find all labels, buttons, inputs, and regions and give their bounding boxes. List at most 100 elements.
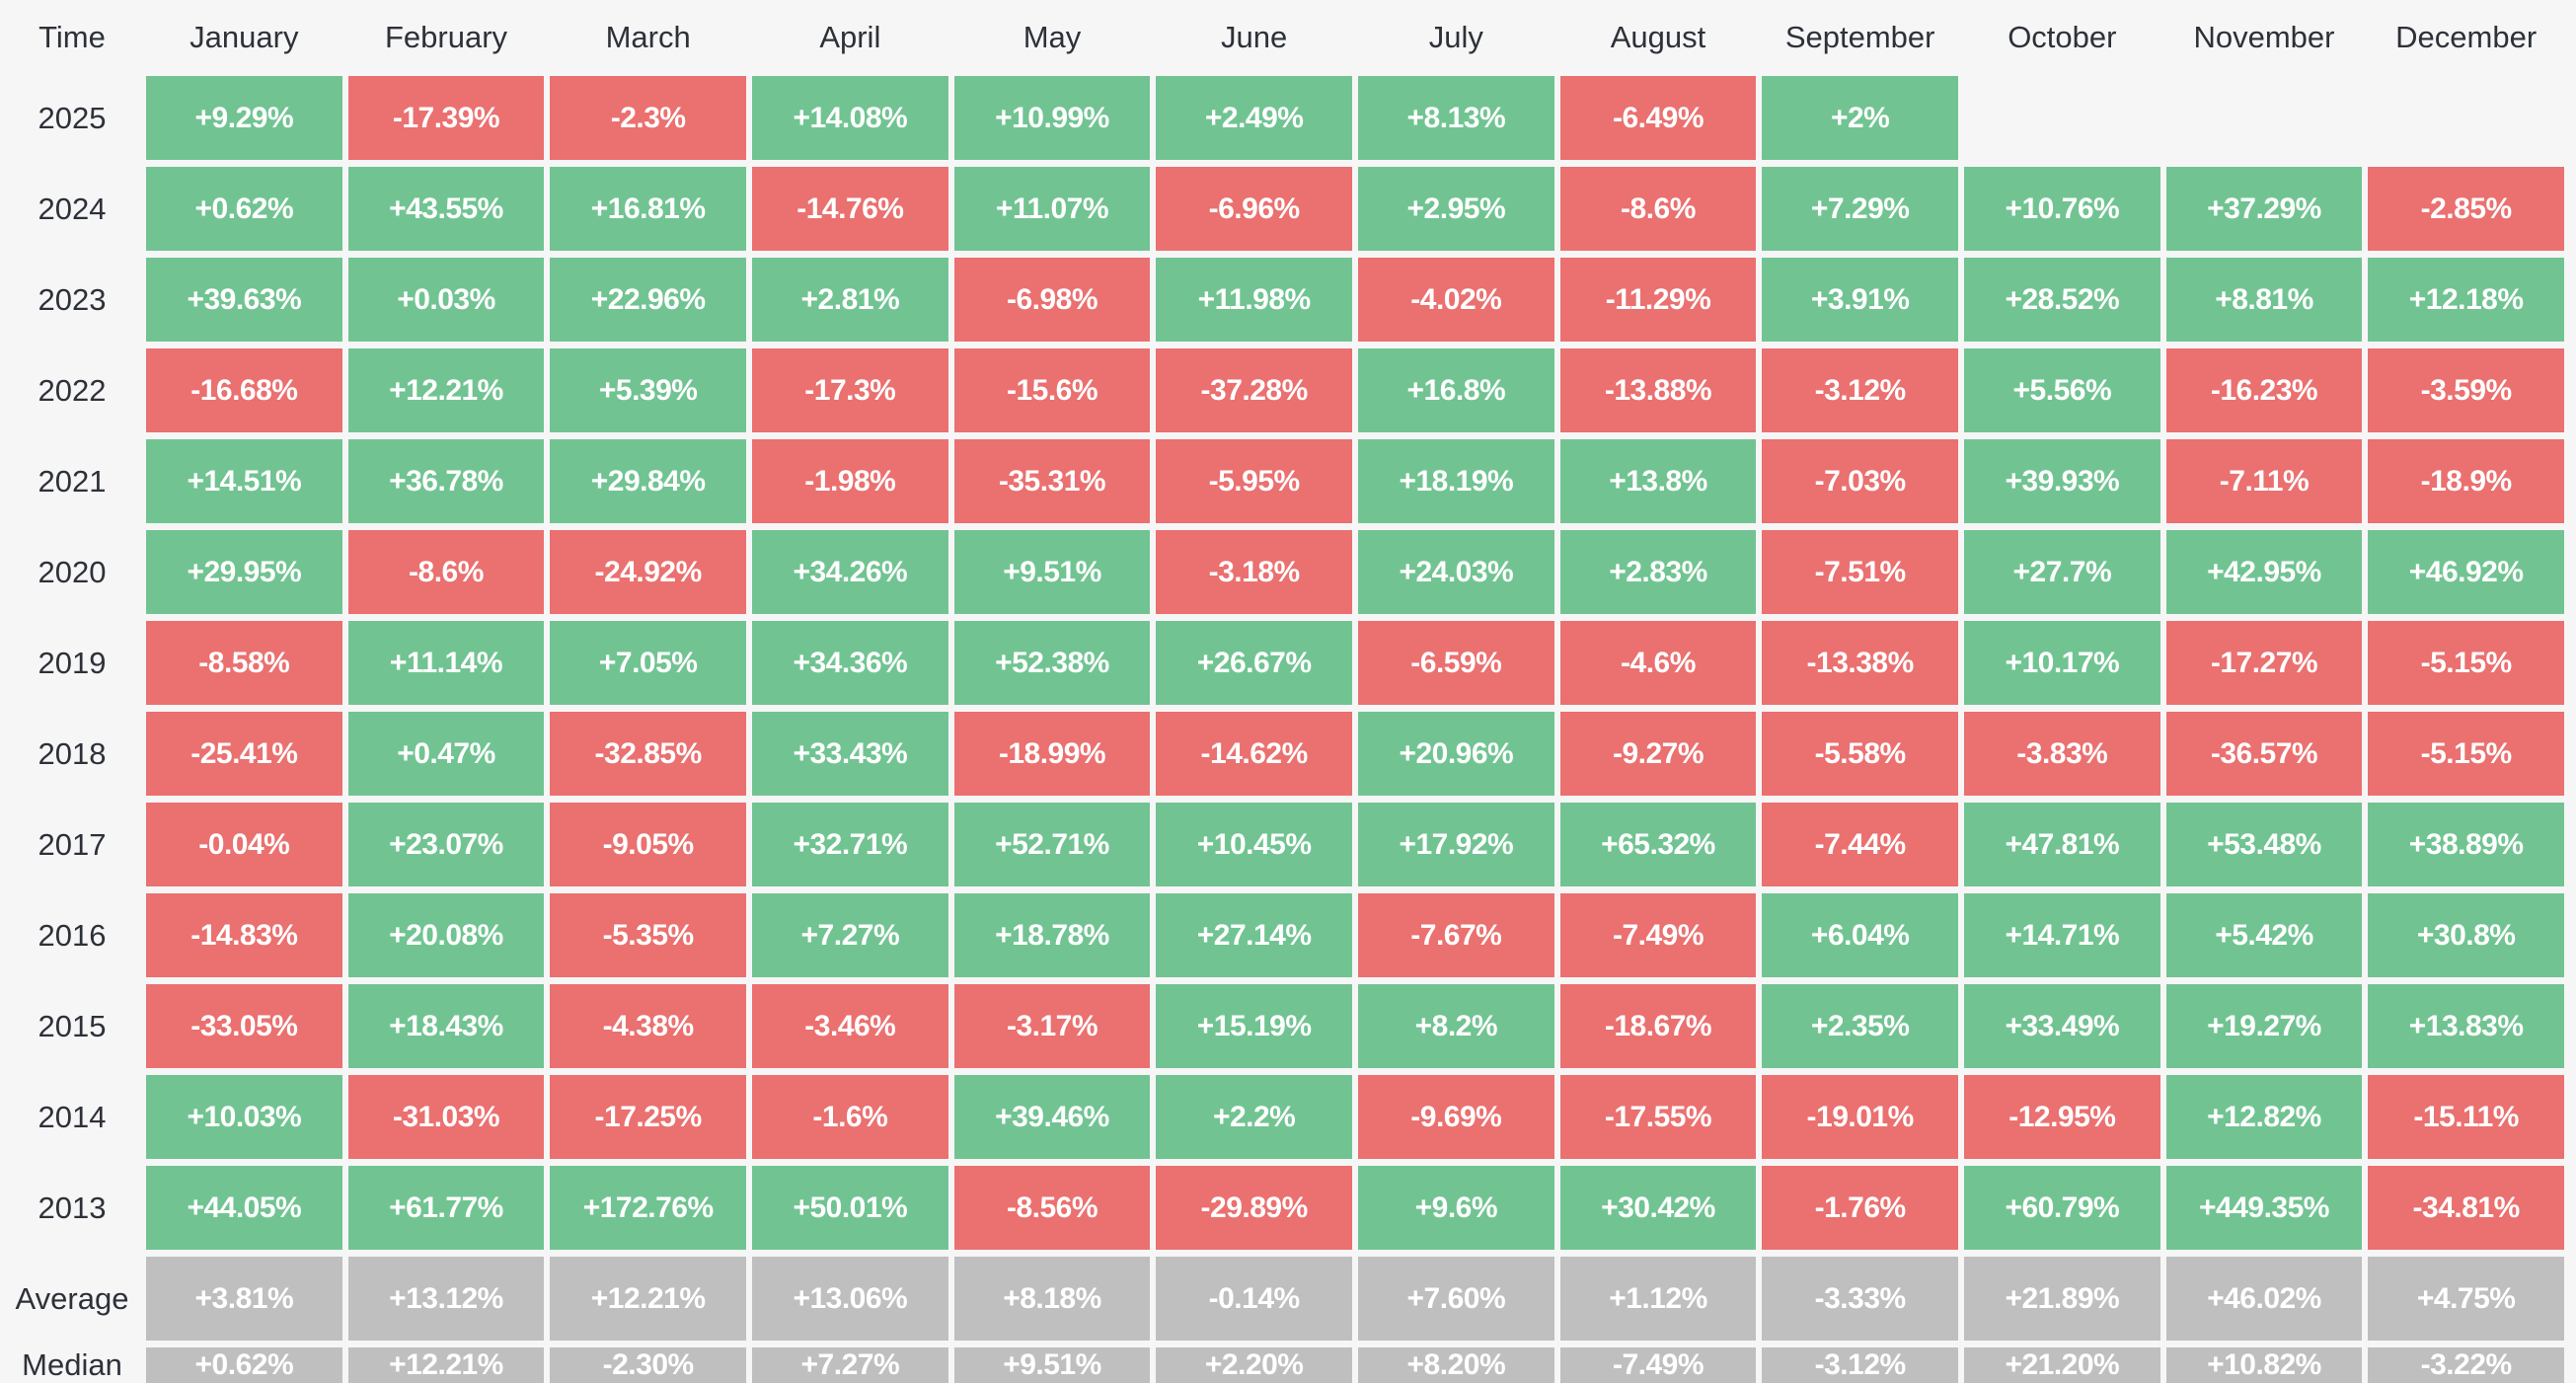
cell-2022-june: -37.28% [1156,348,1352,432]
row-label-2013: 2013 [38,1190,107,1225]
cell-2016-january: -14.83% [146,893,342,977]
cell-median-february: +12.21% [347,1347,545,1383]
cell-2015-march: -4.38% [550,984,746,1068]
cell-2024-january: +0.62% [146,167,342,251]
cell-2013-march: +172.76% [550,1166,746,1250]
cell-average-november: +46.02% [2165,1257,2363,1341]
cell-2017-july: +17.92% [1358,803,1554,886]
cell-2023-august: -11.29% [1559,258,1757,342]
cell-2018-july: +20.96% [1358,712,1554,796]
row-label-2015: 2015 [38,1008,107,1043]
cell-2013-january: +44.05% [146,1166,342,1250]
cell-2022-april: -17.3% [752,348,948,432]
cell-2020-july: +24.03% [1358,530,1554,614]
cell-2015-december: +13.83% [2368,984,2564,1068]
cell-2014-november: +12.82% [2165,1075,2363,1159]
cell-2022-february: +12.21% [347,348,545,432]
cell-2022-july: +16.8% [1358,348,1554,432]
column-header-july: July [1428,20,1483,54]
cell-2016-february: +20.08% [347,893,545,977]
cell-2013-june: -29.89% [1156,1166,1352,1250]
cell-2022-august: -13.88% [1559,348,1757,432]
cell-2019-december: -5.15% [2368,621,2564,705]
cell-2013-february: +61.77% [347,1166,545,1250]
cell-2014-march: -17.25% [550,1075,746,1159]
cell-2024-july: +2.95% [1358,167,1554,251]
cell-2021-september: -7.03% [1762,439,1958,523]
cell-2017-april: +32.71% [752,803,948,886]
cell-2025-february: -17.39% [347,76,545,160]
cell-2019-march: +7.05% [550,621,746,705]
cell-2024-may: +11.07% [953,167,1151,251]
cell-2014-april: -1.6% [752,1075,948,1159]
cell-2022-march: +5.39% [550,348,746,432]
cell-2016-november: +5.42% [2165,893,2363,977]
cell-2021-august: +13.8% [1559,439,1757,523]
cell-2019-may: +52.38% [953,621,1151,705]
cell-2024-march: +16.81% [550,167,746,251]
cell-2018-january: -25.41% [146,712,342,796]
cell-2023-october: +28.52% [1964,258,2160,342]
cell-2025-august: -6.49% [1559,76,1757,160]
cell-2018-december: -5.15% [2368,712,2564,796]
cell-2014-august: -17.55% [1559,1075,1757,1159]
cell-2016-december: +30.8% [2368,893,2564,977]
cell-2019-january: -8.58% [146,621,342,705]
cell-2017-may: +52.71% [953,803,1151,886]
cell-2018-august: -9.27% [1559,712,1757,796]
row-label-2019: 2019 [38,645,107,680]
cell-2019-april: +34.36% [752,621,948,705]
column-header-march: March [605,20,691,54]
cell-2020-december: +46.92% [2368,530,2564,614]
cell-median-august: -7.49% [1559,1347,1757,1383]
cell-2021-july: +18.19% [1358,439,1554,523]
cell-2020-march: -24.92% [550,530,746,614]
cell-2013-may: -8.56% [953,1166,1151,1250]
column-header-june: June [1221,20,1288,54]
cell-2016-september: +6.04% [1762,893,1958,977]
cell-average-february: +13.12% [347,1257,545,1341]
cell-2014-june: +2.2% [1156,1075,1352,1159]
cell-2023-may: -6.98% [953,258,1151,342]
cell-average-june: -0.14% [1156,1257,1352,1341]
row-label-2025: 2025 [38,100,107,135]
cell-2021-february: +36.78% [347,439,545,523]
cell-2022-december: -3.59% [2368,348,2564,432]
column-header-time: Time [38,20,106,54]
cell-2015-september: +2.35% [1762,984,1958,1068]
cell-2023-april: +2.81% [752,258,948,342]
cell-2014-january: +10.03% [146,1075,342,1159]
cell-2018-april: +33.43% [752,712,948,796]
cell-median-june: +2.20% [1156,1347,1352,1383]
cell-2024-february: +43.55% [347,167,545,251]
cell-2015-may: -3.17% [953,984,1151,1068]
cell-2021-december: -18.9% [2368,439,2564,523]
cell-average-october: +21.89% [1964,1257,2160,1341]
row-label-2020: 2020 [38,554,107,589]
cell-2018-may: -18.99% [953,712,1151,796]
cell-2018-september: -5.58% [1762,712,1958,796]
row-label-2017: 2017 [38,826,107,862]
cell-2022-may: -15.6% [953,348,1151,432]
row-label-2024: 2024 [38,191,107,226]
cell-2018-october: -3.83% [1964,712,2160,796]
cell-2014-may: +39.46% [953,1075,1151,1159]
cell-2023-december: +12.18% [2368,258,2564,342]
column-header-december: December [2395,20,2538,54]
cell-2015-november: +19.27% [2165,984,2363,1068]
cell-2020-january: +29.95% [146,530,342,614]
cell-2017-october: +47.81% [1964,803,2160,886]
cell-2024-april: -14.76% [752,167,948,251]
cell-2020-august: +2.83% [1559,530,1757,614]
cell-2020-september: -7.51% [1762,530,1958,614]
cell-2019-august: -4.6% [1559,621,1757,705]
cell-2025-january: +9.29% [146,76,342,160]
row-label-2016: 2016 [38,917,107,953]
column-header-september: September [1784,20,1935,54]
cell-2025-november-empty [2166,76,2363,160]
cell-2020-may: +9.51% [953,530,1151,614]
cell-2016-august: -7.49% [1559,893,1757,977]
cell-2024-december: -2.85% [2368,167,2564,251]
cell-2018-february: +0.47% [347,712,545,796]
